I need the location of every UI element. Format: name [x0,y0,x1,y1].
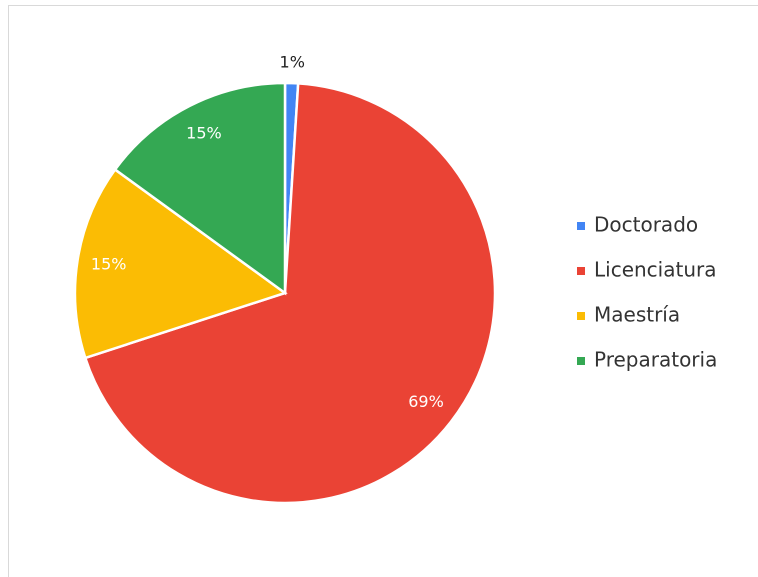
legend-swatch [577,357,585,365]
pie-slice [113,81,287,296]
legend-swatch [577,312,585,320]
legend-swatch [577,267,585,275]
legend: Doctorado Licenciatura Maestría Preparatori… [577,213,717,372]
pie-slice [73,167,288,360]
legend-label: Maestría [594,303,680,327]
legend-swatch [577,222,585,230]
legend-label: Doctorado [594,213,698,237]
pie: 1% 69% 15% 15% [73,53,497,505]
legend-label: Licenciatura [594,258,716,282]
pie-slice [83,82,497,505]
slice-label: 15% [91,255,127,274]
slice-label: 15% [186,123,222,142]
legend-label: Preparatoria [594,348,717,372]
slice-label: 69% [408,392,444,411]
slice-label: 1% [280,53,305,72]
